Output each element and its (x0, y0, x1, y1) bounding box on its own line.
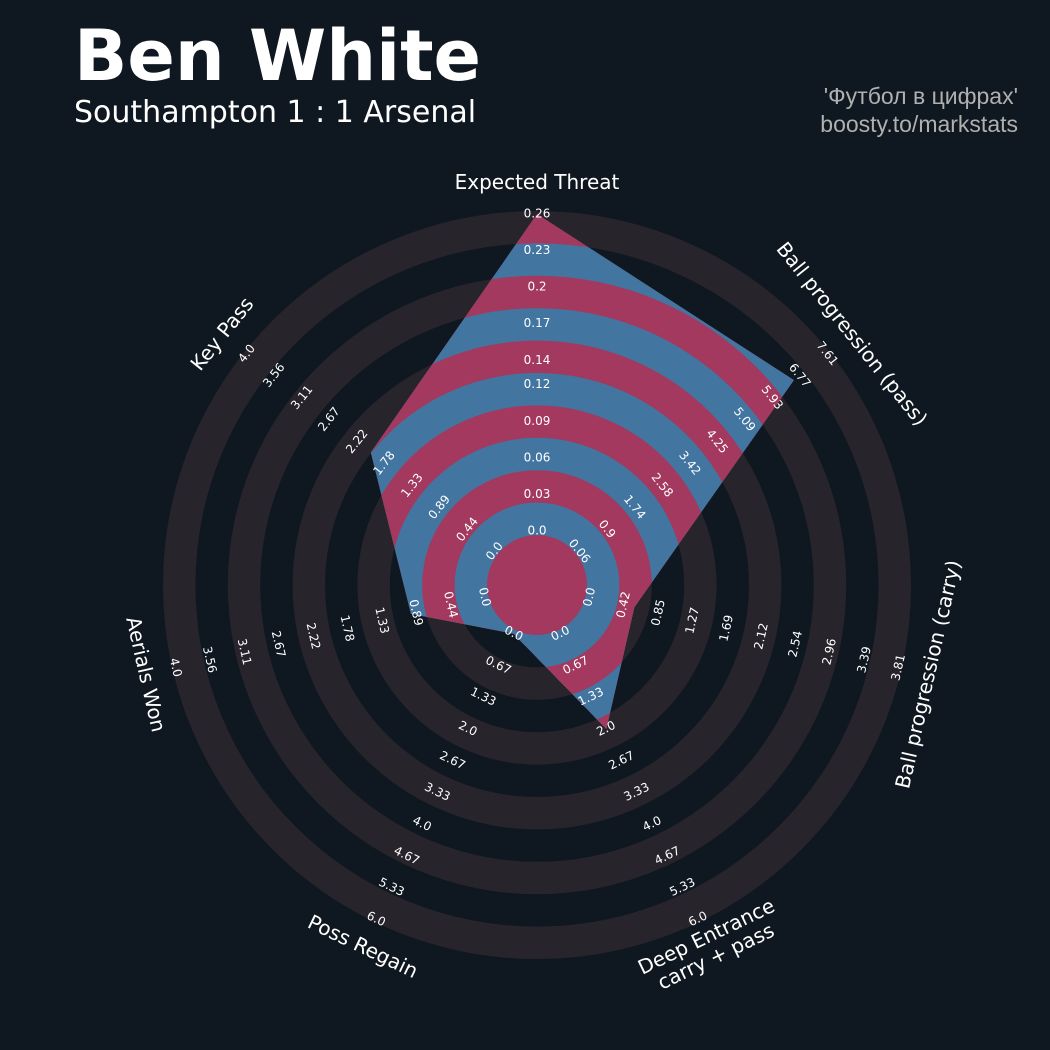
tick-label: 0.2 (527, 280, 546, 294)
tick-label: 3.56 (200, 645, 220, 674)
axis-label: Expected Threat (455, 170, 620, 194)
tick-label: 3.81 (888, 653, 908, 682)
tick-label: 2.67 (269, 629, 289, 658)
tick-label: 0.17 (524, 316, 551, 330)
tick-label: 0.12 (524, 377, 551, 391)
tick-label: 2.54 (785, 629, 805, 658)
tick-label: 2.22 (304, 621, 324, 650)
tick-label: 0.0 (527, 524, 546, 538)
tick-label: 0.44 (441, 590, 461, 619)
tick-label: 0.89 (406, 598, 426, 627)
tick-label: 2.96 (819, 637, 839, 666)
tick-label: 0.03 (524, 487, 551, 501)
credit: boosty.to/markstats (820, 111, 1018, 137)
tick-label: 1.78 (338, 614, 358, 643)
credit: 'Футбол в цифрах' (824, 83, 1018, 109)
subtitle: Southampton 1 : 1 Arsenal (74, 95, 476, 130)
tick-label: 0.09 (524, 414, 551, 428)
tick-label: 0.0 (476, 586, 494, 608)
tick-label: 0.0 (580, 586, 598, 608)
tick-label: 0.23 (524, 243, 551, 257)
tick-label: 1.69 (716, 614, 736, 643)
tick-label: 0.14 (524, 353, 551, 367)
title: Ben White (74, 15, 481, 97)
tick-label: 3.39 (854, 645, 874, 674)
tick-label: 2.12 (751, 622, 771, 651)
tick-label: 1.27 (682, 606, 702, 635)
tick-label: 3.11 (235, 637, 255, 666)
tick-label: 0.42 (613, 590, 633, 619)
highlight-ring (487, 535, 587, 635)
tick-label: 1.33 (372, 606, 392, 635)
tick-label: 4.0 (167, 657, 185, 679)
tick-label: 0.26 (524, 207, 551, 221)
tick-label: 0.06 (524, 450, 551, 464)
tick-label: 0.85 (648, 598, 668, 627)
